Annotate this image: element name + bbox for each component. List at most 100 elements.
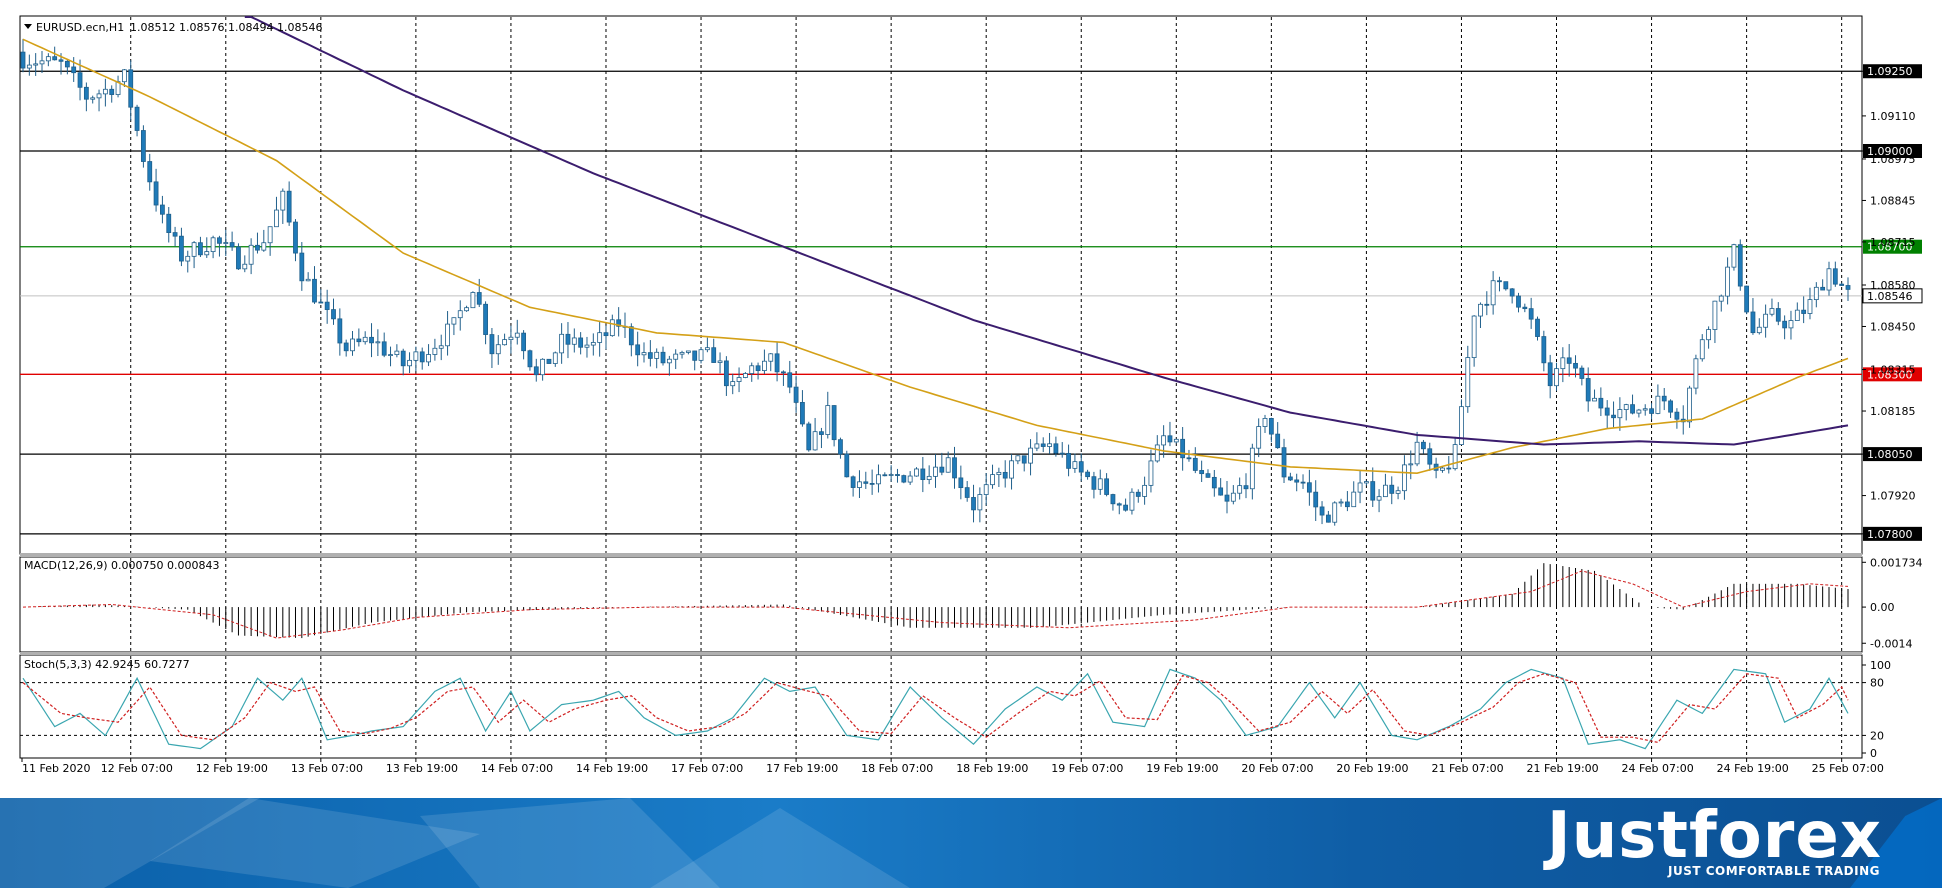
bull-candle — [274, 209, 279, 228]
bull-candle — [388, 354, 393, 357]
bear-candle — [1649, 408, 1654, 414]
bull-candle — [698, 349, 704, 361]
bull-candle — [1440, 467, 1445, 471]
time-label: 25 Feb 07:00 — [1812, 762, 1884, 775]
bear-candle — [109, 88, 115, 95]
time-label: 14 Feb 07:00 — [481, 762, 553, 775]
bear-candle — [64, 60, 70, 68]
bear-candle — [692, 350, 698, 361]
bear-candle — [1078, 461, 1084, 473]
macd-indicator: 0.001734 0.00 -0.0014 — [22, 556, 1923, 650]
bull-candle — [1414, 441, 1420, 465]
bull-candle — [762, 360, 767, 371]
bull-candle — [1712, 300, 1718, 330]
pane-separator[interactable] — [20, 652, 1862, 655]
bull-candle — [812, 431, 818, 451]
price-tick-label: 1.09110 — [1870, 110, 1916, 123]
bull-candle — [1015, 455, 1021, 462]
bear-candle — [1446, 467, 1452, 470]
bear-candle — [255, 244, 260, 251]
stoch-tick-label: 20 — [1870, 729, 1884, 742]
bear-candle — [660, 351, 666, 364]
bear-candle — [166, 213, 172, 233]
pane-separator[interactable] — [20, 553, 1862, 557]
bear-candle — [1750, 311, 1756, 334]
bear-candle — [1820, 286, 1826, 291]
level-label: 1.08700 — [1867, 241, 1913, 254]
bull-candle — [597, 332, 603, 343]
price-tick-label: 1.08845 — [1870, 194, 1916, 207]
time-label: 12 Feb 07:00 — [101, 762, 173, 775]
bull-candle — [983, 484, 989, 495]
bull-candle — [704, 347, 710, 351]
bull-candle — [990, 474, 995, 486]
bull-candle — [1256, 426, 1262, 449]
bull-candle — [552, 352, 558, 364]
bear-candle — [1281, 447, 1287, 478]
bull-candle — [514, 332, 520, 338]
bear-candle — [343, 342, 349, 352]
bear-candle — [369, 336, 374, 344]
bull-candle — [1072, 461, 1078, 469]
bear-candle — [819, 431, 824, 435]
bull-candle — [914, 468, 919, 477]
bear-candle — [882, 474, 888, 477]
bear-candle — [1053, 443, 1059, 454]
macd-tick-label: 0.00 — [1870, 601, 1895, 614]
time-label: 18 Feb 19:00 — [956, 762, 1028, 775]
bull-candle — [394, 350, 400, 356]
bear-candle — [711, 347, 717, 363]
bear-candle — [1839, 283, 1845, 286]
bull-candle — [641, 352, 647, 356]
bull-candle — [495, 344, 501, 355]
bull-candle — [559, 333, 565, 354]
bear-candle — [1566, 357, 1572, 364]
level-label: 1.09000 — [1867, 145, 1913, 158]
bear-candle — [527, 350, 533, 368]
bull-candle — [679, 352, 685, 355]
bear-candle — [787, 372, 793, 388]
stoch-main-line — [22, 668, 1849, 750]
bear-candle — [901, 475, 907, 483]
level-label-box — [1863, 526, 1922, 541]
bear-candle — [489, 334, 495, 355]
current-price-box — [1862, 288, 1923, 304]
bear-candle — [831, 405, 837, 441]
bull-candle — [1471, 315, 1477, 358]
bear-candle — [578, 337, 584, 348]
price-tick-label: 1.07920 — [1870, 490, 1916, 503]
bull-candle — [451, 317, 457, 325]
trading-chart[interactable]: 1.09250 1.09000 1.08700 1.08300 1.08050 1.078… — [0, 0, 1942, 798]
bear-candle — [774, 353, 780, 373]
bull-candle — [540, 358, 546, 376]
level-label: 1.09250 — [1867, 65, 1913, 78]
stoch-tick-label: 0 — [1870, 747, 1877, 760]
bull-candle — [977, 494, 983, 511]
bull-candle — [39, 60, 45, 65]
bear-candle — [1389, 484, 1395, 494]
chart-menu-triangle-icon[interactable] — [24, 24, 32, 29]
bull-candle — [248, 244, 254, 265]
bear-candle — [920, 468, 926, 480]
bull-candle — [1351, 491, 1357, 508]
time-label: 13 Feb 07:00 — [291, 762, 363, 775]
bear-candle — [1585, 378, 1591, 402]
bear-candle — [134, 106, 140, 131]
bear-candle — [52, 56, 58, 61]
bear-candle — [419, 351, 425, 363]
bear-candle — [172, 232, 178, 237]
bear-candle — [647, 352, 653, 359]
bear-candle — [1782, 320, 1788, 329]
bull-candle — [1338, 501, 1344, 504]
bear-candle — [1059, 452, 1065, 455]
bear-candle — [293, 221, 298, 254]
bull-candle — [1465, 357, 1471, 408]
price-axis: 1.09110 1.08975 1.08845 1.08715 1.08580 1.084… — [1862, 70, 1916, 535]
bull-candle — [1699, 339, 1705, 360]
bear-candle — [1268, 417, 1274, 435]
bull-candle — [736, 377, 742, 382]
bear-candle — [58, 59, 64, 62]
bear-candle — [1497, 280, 1502, 283]
bull-candle — [1706, 329, 1711, 341]
time-label: 19 Feb 07:00 — [1051, 762, 1123, 775]
